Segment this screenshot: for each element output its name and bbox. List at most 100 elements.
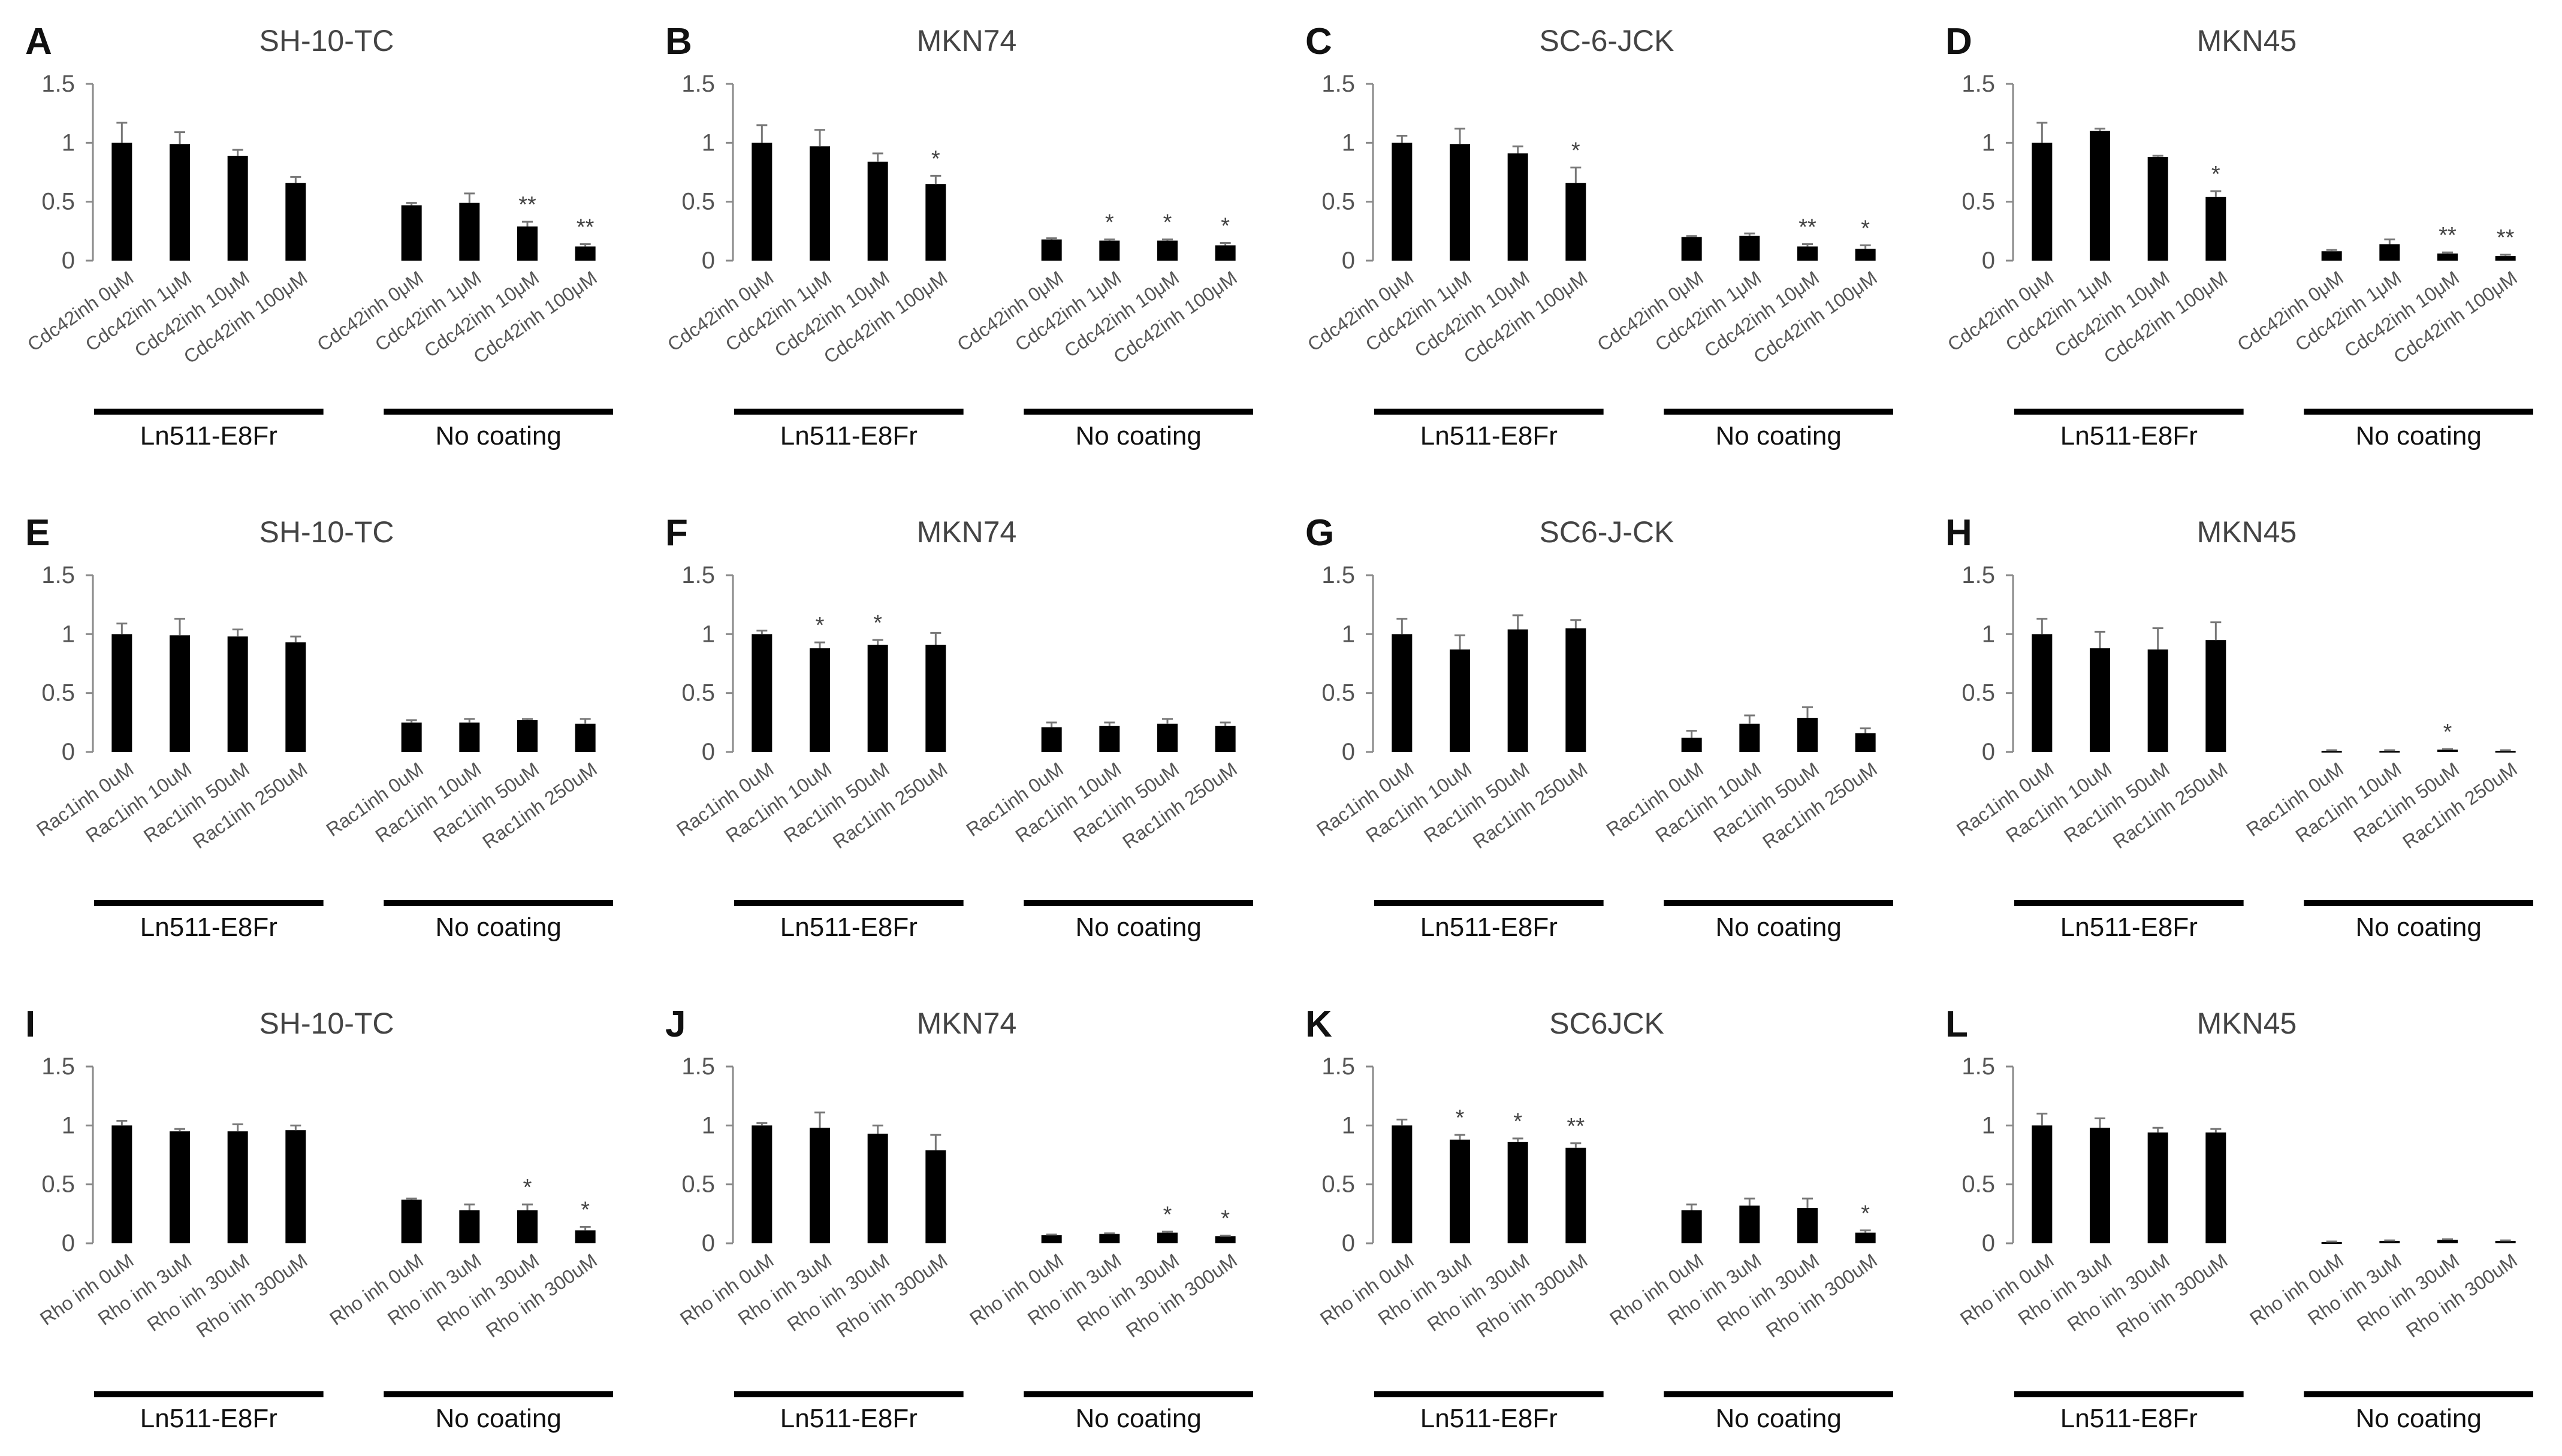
bar	[1215, 1236, 1236, 1243]
significance-mark: *	[816, 613, 825, 638]
y-tick-label: 1	[1342, 621, 1355, 647]
y-tick-label: 1.5	[681, 562, 715, 588]
significance-mark: *	[1861, 1201, 1870, 1226]
significance-mark: *	[523, 1175, 532, 1200]
bar	[1099, 1234, 1120, 1243]
bar	[1041, 1235, 1062, 1243]
bar	[2379, 1241, 2400, 1243]
bar	[2090, 131, 2110, 261]
bar	[2090, 1128, 2110, 1243]
group-label: No coating	[435, 1404, 561, 1433]
panel-letter: C	[1305, 21, 1332, 62]
panel-letter: B	[665, 21, 692, 62]
y-tick-label: 1	[1342, 129, 1355, 156]
bar	[1157, 1233, 1178, 1243]
bar	[752, 1125, 772, 1243]
bar	[517, 1210, 538, 1243]
panel-letter: L	[1945, 1004, 1968, 1045]
y-tick-label: 0	[1982, 1230, 1995, 1256]
significance-mark: *	[1571, 138, 1580, 164]
panel-letter: H	[1945, 512, 1972, 554]
significance-mark: **	[1798, 215, 1816, 240]
bar	[2147, 649, 2168, 752]
y-tick-label: 1	[702, 1112, 715, 1138]
group-bracket	[94, 409, 324, 415]
bar	[1041, 727, 1062, 752]
bar	[111, 143, 132, 261]
bar	[925, 645, 946, 752]
significance-mark: **	[2497, 225, 2515, 250]
group-bracket	[1374, 409, 1604, 415]
group-label: No coating	[1075, 913, 1201, 942]
panel-letter: K	[1305, 1004, 1332, 1045]
bar	[2321, 251, 2342, 261]
bar	[227, 155, 248, 261]
bar	[170, 635, 190, 752]
group-bracket	[1664, 409, 1893, 415]
significance-mark: *	[2211, 162, 2220, 187]
bar	[111, 634, 132, 752]
group-bracket	[2304, 409, 2533, 415]
bar	[227, 1131, 248, 1243]
y-tick-label: 1	[1982, 1112, 1995, 1138]
bar	[1855, 733, 1876, 752]
bar	[1507, 629, 1528, 752]
panel-letter: I	[25, 1004, 35, 1045]
group-label: No coating	[1715, 1404, 1841, 1433]
panel-title: MKN45	[2197, 1007, 2297, 1040]
bar	[1392, 1125, 1413, 1243]
bar	[2032, 1125, 2053, 1243]
panel-letter: G	[1305, 512, 1334, 554]
bar	[2090, 648, 2110, 752]
significance-mark: **	[2439, 223, 2457, 248]
bar	[459, 203, 480, 261]
group-label: No coating	[435, 421, 561, 451]
bar	[810, 648, 830, 752]
group-label: Ln511-E8Fr	[2060, 1404, 2198, 1433]
y-tick-label: 0.5	[1962, 189, 1995, 215]
bar	[2205, 197, 2226, 261]
y-tick-label: 0.5	[41, 680, 75, 706]
bar	[401, 205, 422, 261]
y-tick-label: 0	[1982, 739, 1995, 765]
group-bracket	[1024, 409, 1253, 415]
group-label: No coating	[2355, 1404, 2481, 1433]
group-bracket	[1664, 1391, 1893, 1397]
y-tick-label: 1	[1342, 1112, 1355, 1138]
y-tick-label: 0	[62, 247, 75, 274]
significance-mark: *	[931, 146, 940, 171]
significance-mark: **	[577, 215, 595, 240]
group-bracket	[2304, 900, 2533, 906]
bar	[752, 634, 772, 752]
y-tick-label: 0	[1342, 1230, 1355, 1256]
bar	[1157, 240, 1178, 261]
bar	[2205, 640, 2226, 752]
significance-mark: **	[1567, 1114, 1585, 1139]
group-bracket	[734, 900, 964, 906]
bar	[1797, 246, 1818, 261]
y-tick-label: 1.5	[1962, 562, 1995, 588]
group-bracket	[734, 1391, 964, 1397]
group-bracket	[1024, 1391, 1253, 1397]
panel-title: SC-6-JCK	[1539, 24, 1674, 58]
significance-mark: *	[1105, 210, 1114, 235]
bar	[401, 1200, 422, 1243]
y-tick-label: 1.5	[1321, 71, 1355, 97]
bar	[1507, 1141, 1528, 1243]
y-tick-label: 0	[702, 247, 715, 274]
bar	[1392, 143, 1413, 261]
bar	[810, 1128, 830, 1243]
group-label: Ln511-E8Fr	[780, 1404, 918, 1433]
y-tick-label: 0.5	[1321, 189, 1355, 215]
panel-title: SH-10-TC	[259, 24, 394, 58]
panel-letter: D	[1945, 21, 1972, 62]
bar	[2147, 1132, 2168, 1243]
bar	[1739, 235, 1760, 261]
bar	[111, 1125, 132, 1243]
bar	[1797, 717, 1818, 752]
